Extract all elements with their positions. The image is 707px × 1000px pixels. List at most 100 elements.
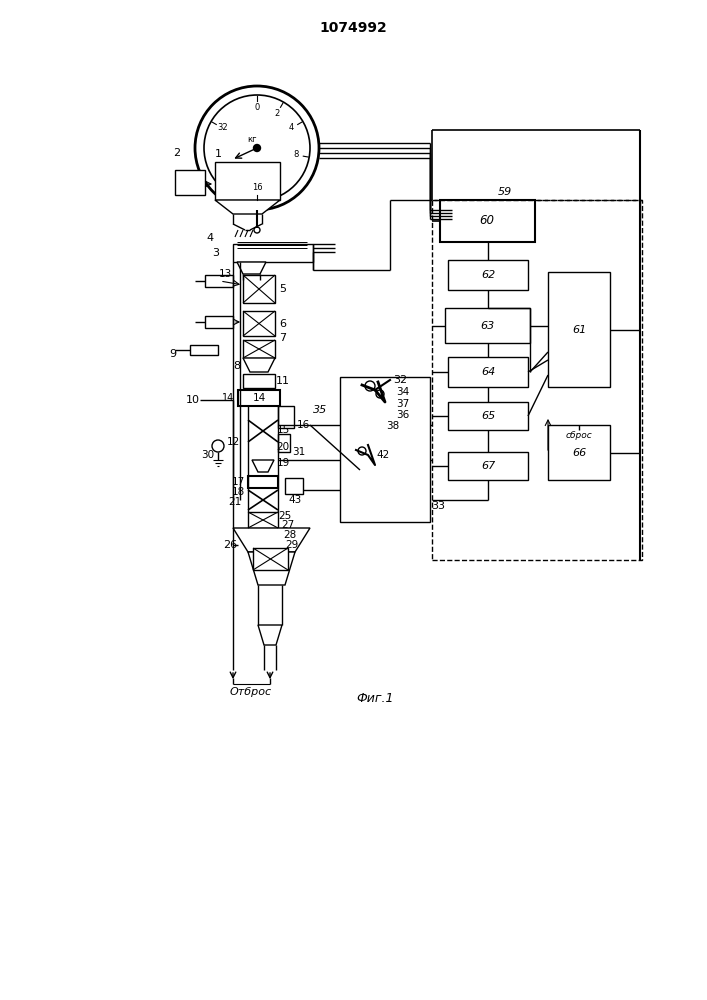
- Text: Отброс: Отброс: [230, 687, 272, 697]
- Text: 61: 61: [572, 325, 586, 335]
- Bar: [548, 272, 610, 387]
- Text: 32: 32: [217, 123, 228, 132]
- Text: 31: 31: [293, 447, 305, 457]
- Bar: [548, 425, 610, 480]
- Circle shape: [358, 447, 366, 455]
- Text: 4: 4: [289, 123, 294, 132]
- Text: 26: 26: [223, 540, 237, 550]
- Bar: [448, 357, 528, 387]
- Polygon shape: [258, 625, 282, 645]
- Circle shape: [365, 381, 375, 391]
- Text: 25: 25: [279, 511, 291, 521]
- Text: 1074992: 1074992: [319, 21, 387, 35]
- Text: кг: кг: [247, 135, 257, 144]
- Bar: [432, 200, 642, 560]
- Text: 4: 4: [206, 233, 214, 243]
- Text: 19: 19: [276, 458, 290, 468]
- Bar: [243, 311, 275, 336]
- Text: 7: 7: [279, 333, 286, 343]
- Text: сброс: сброс: [566, 430, 592, 440]
- Text: 16: 16: [296, 420, 310, 430]
- Text: 17: 17: [231, 477, 245, 487]
- Bar: [340, 377, 430, 522]
- Text: 35: 35: [313, 405, 327, 415]
- Text: 3: 3: [213, 248, 219, 258]
- Text: 1: 1: [214, 149, 221, 159]
- Text: 2: 2: [274, 109, 280, 118]
- Bar: [253, 548, 288, 570]
- Bar: [448, 260, 528, 290]
- Text: 32: 32: [393, 375, 407, 385]
- Bar: [175, 170, 205, 195]
- Text: 33: 33: [431, 501, 445, 511]
- Text: 11: 11: [276, 376, 290, 386]
- Polygon shape: [243, 358, 275, 372]
- Circle shape: [254, 227, 260, 233]
- Bar: [278, 406, 294, 428]
- Bar: [243, 275, 275, 303]
- Bar: [278, 434, 290, 452]
- Text: 0: 0: [255, 104, 259, 112]
- Text: Фиг.1: Фиг.1: [356, 692, 394, 704]
- Text: 18: 18: [231, 487, 245, 497]
- Text: 14: 14: [252, 393, 266, 403]
- Text: 20: 20: [276, 442, 290, 452]
- Text: 28: 28: [284, 530, 297, 540]
- Text: 42: 42: [376, 450, 390, 460]
- Circle shape: [254, 144, 260, 151]
- Text: 8: 8: [293, 150, 299, 159]
- Text: 37: 37: [397, 399, 409, 409]
- Polygon shape: [233, 528, 310, 552]
- Bar: [285, 478, 303, 494]
- Text: 36: 36: [397, 410, 409, 420]
- Text: 29: 29: [286, 540, 298, 550]
- Polygon shape: [215, 200, 280, 214]
- Text: 2: 2: [173, 148, 180, 158]
- Bar: [248, 512, 278, 528]
- Bar: [248, 476, 278, 488]
- Circle shape: [376, 390, 384, 398]
- Text: 5: 5: [279, 284, 286, 294]
- Bar: [205, 275, 233, 287]
- Text: 21: 21: [228, 497, 242, 507]
- Text: 15: 15: [276, 425, 290, 435]
- Text: 14: 14: [222, 393, 234, 403]
- Text: 8: 8: [233, 361, 240, 371]
- Bar: [243, 374, 275, 388]
- Text: 65: 65: [481, 411, 495, 421]
- Circle shape: [195, 86, 319, 210]
- Text: 66: 66: [572, 448, 586, 458]
- Text: 27: 27: [281, 520, 295, 530]
- Text: 30: 30: [201, 450, 214, 460]
- Bar: [190, 345, 218, 355]
- Text: 59: 59: [498, 187, 512, 197]
- Bar: [448, 452, 528, 480]
- Text: 64: 64: [481, 367, 495, 377]
- Bar: [440, 200, 535, 242]
- Text: 6: 6: [279, 319, 286, 329]
- Text: 62: 62: [481, 270, 495, 280]
- Bar: [233, 244, 313, 262]
- Polygon shape: [237, 262, 266, 274]
- Bar: [205, 316, 233, 328]
- Text: 12: 12: [226, 437, 240, 447]
- Bar: [445, 308, 530, 343]
- Text: 9: 9: [170, 349, 177, 359]
- Text: 38: 38: [386, 421, 399, 431]
- Text: 43: 43: [288, 495, 302, 505]
- Bar: [215, 162, 280, 200]
- Text: 13: 13: [218, 269, 232, 279]
- Circle shape: [212, 440, 224, 452]
- Bar: [448, 402, 528, 430]
- Circle shape: [204, 95, 310, 201]
- Text: 10: 10: [186, 395, 200, 405]
- Text: 63: 63: [480, 321, 494, 331]
- Bar: [238, 390, 280, 406]
- Bar: [243, 340, 275, 358]
- Text: 34: 34: [397, 387, 409, 397]
- Polygon shape: [248, 552, 295, 585]
- Text: 60: 60: [479, 215, 494, 228]
- Text: 67: 67: [481, 461, 495, 471]
- Text: 16: 16: [252, 184, 262, 192]
- Polygon shape: [252, 460, 274, 472]
